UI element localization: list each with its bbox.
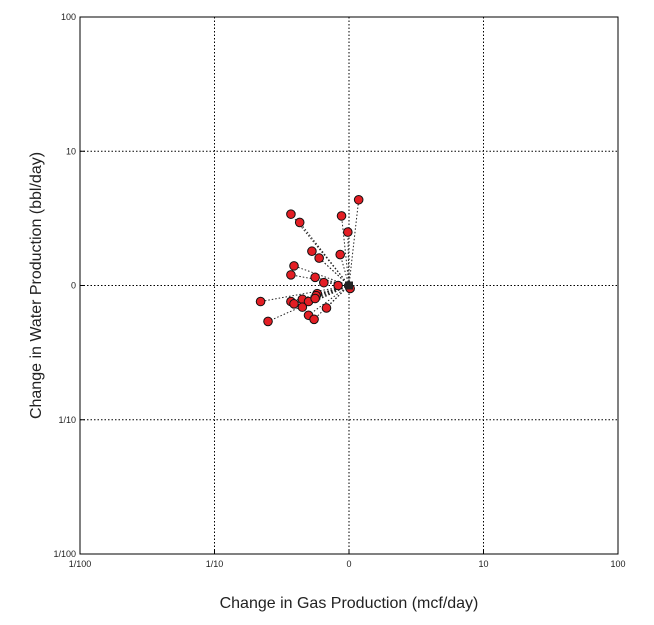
x-axis-title: Change in Gas Production (mcf/day)	[220, 595, 479, 612]
connector-line	[315, 276, 350, 286]
y-axis-title: Change in Water Production (bbl/day)	[28, 152, 45, 419]
data-point	[289, 299, 299, 309]
y-tick-label: 10	[66, 146, 76, 156]
y-tick-label: 1/100	[53, 549, 76, 559]
data-point	[310, 293, 320, 304]
grid-lines	[80, 17, 618, 554]
x-axis-ticks: 1/100 1/10 0 10 100	[69, 549, 626, 569]
data-point	[314, 253, 324, 263]
connector-line	[341, 215, 350, 286]
data-point	[335, 249, 345, 260]
connector-line	[314, 285, 350, 299]
connector-line	[267, 285, 350, 322]
x-tick-label: 10	[478, 559, 488, 569]
data-point	[255, 296, 266, 307]
x-tick-label: 0	[346, 559, 351, 569]
data-point	[310, 272, 320, 283]
data-point	[353, 194, 364, 205]
connector-line	[293, 265, 350, 286]
data-points	[255, 194, 364, 327]
connector-line	[290, 274, 350, 286]
data-point	[286, 270, 296, 280]
data-point	[289, 261, 299, 271]
data-point	[343, 227, 353, 237]
origin-marker	[345, 281, 353, 290]
connector-line	[339, 254, 350, 286]
data-point	[333, 280, 343, 291]
data-point	[336, 211, 347, 221]
connector-line	[313, 285, 350, 320]
data-point	[297, 302, 308, 312]
data-point	[319, 277, 329, 288]
x-tick-label: 100	[610, 559, 625, 569]
x-tick-label: 1/100	[69, 559, 92, 569]
y-tick-label: 1/10	[58, 415, 76, 425]
data-point	[294, 217, 305, 228]
y-tick-label: 0	[71, 281, 76, 291]
x-tick-label: 1/10	[206, 559, 224, 569]
connector-line	[299, 222, 350, 286]
data-point	[309, 314, 319, 325]
data-point	[286, 209, 296, 219]
connector-line	[308, 285, 350, 316]
data-point	[307, 246, 317, 257]
data-point	[321, 303, 332, 313]
data-point	[263, 316, 273, 327]
connector-line	[348, 199, 360, 286]
y-tick-label: 100	[61, 12, 76, 22]
